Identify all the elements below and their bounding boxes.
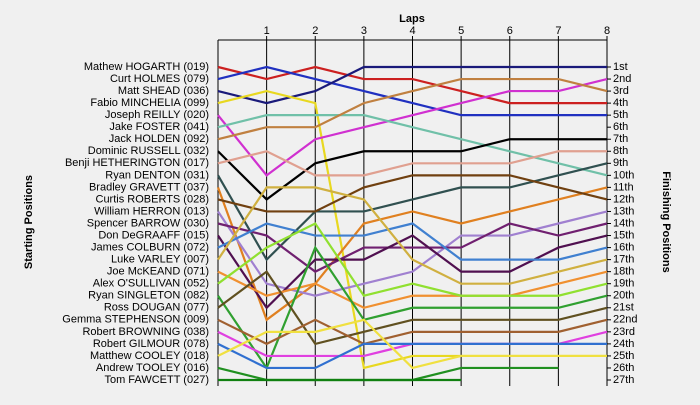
x-tick-label: 1 xyxy=(264,25,270,37)
finishing-label: 4th xyxy=(613,97,628,109)
x-tick-label: 4 xyxy=(409,25,415,37)
driver-line xyxy=(217,65,607,105)
finishing-label: 1st xyxy=(613,61,628,73)
starting-label: Gemma STEPHENSON (009) xyxy=(62,314,209,326)
starting-label: Ryan DENTON (031) xyxy=(105,169,209,181)
finishing-label: 25th xyxy=(613,350,634,362)
starting-label: Dominic RUSSELL (032) xyxy=(88,145,209,157)
finishing-label: 8th xyxy=(613,145,628,157)
finishing-label: 12th xyxy=(613,193,634,205)
finishing-label: 3rd xyxy=(613,85,629,97)
starting-label: Joseph REILLY (020) xyxy=(105,109,209,121)
finishing-label: 18th xyxy=(613,266,634,278)
finishing-label: 17th xyxy=(613,254,634,266)
finishing-label: 14th xyxy=(613,217,634,229)
x-tick-label: 2 xyxy=(312,25,318,37)
starting-label: Matthew COOLEY (018) xyxy=(90,350,209,362)
finishing-label: 15th xyxy=(613,229,634,241)
starting-label: Bradley GRAVETT (037) xyxy=(89,181,209,193)
finishing-label: 26th xyxy=(613,362,634,374)
driver-line xyxy=(217,342,607,370)
driver-line xyxy=(217,162,608,262)
starting-label: Mathew HOGARTH (019) xyxy=(84,61,209,73)
starting-label: Ross DOUGAN (077) xyxy=(104,302,209,314)
y-axis-label-left: Starting Positions xyxy=(23,175,35,269)
starting-label: Joe McKEAND (071) xyxy=(107,266,209,278)
starting-label: Andrew TOOLEY (016) xyxy=(96,362,209,374)
finishing-label: 23rd xyxy=(613,326,635,338)
finishing-label: 22nd xyxy=(613,314,637,326)
starting-label: William HERRON (013) xyxy=(94,205,209,217)
driver-line xyxy=(217,318,608,346)
driver-line xyxy=(217,65,607,117)
starting-label: Ryan SINGLETON (082) xyxy=(88,290,209,302)
driver-line xyxy=(217,270,608,346)
finishing-label: 20th xyxy=(613,290,634,302)
driver-line xyxy=(217,186,608,285)
driver-line xyxy=(217,174,608,213)
driver-line xyxy=(217,222,608,273)
finishing-label: 19th xyxy=(613,278,634,290)
starting-label: Luke VARLEY (007) xyxy=(111,254,209,266)
driver-line xyxy=(217,77,608,141)
finishing-label: 2nd xyxy=(613,73,631,85)
driver-line xyxy=(217,245,608,371)
driver-line xyxy=(217,270,608,309)
y-axis-label-right: Finishing Positions xyxy=(660,171,672,272)
finishing-label: 11th xyxy=(613,181,634,193)
finishing-label: 10th xyxy=(613,169,634,181)
finishing-label: 27th xyxy=(613,374,634,386)
finishing-label: 16th xyxy=(613,241,634,253)
finishing-label: 5th xyxy=(613,109,628,121)
x-tick-label: 6 xyxy=(507,25,513,37)
driver-line xyxy=(217,77,608,177)
chart-title: Laps xyxy=(399,13,425,25)
starting-label: James COLBURN (072) xyxy=(91,241,209,253)
driver-line xyxy=(217,150,607,177)
finishing-label: 9th xyxy=(613,157,628,169)
finishing-label: 21st xyxy=(613,302,634,314)
driver-line xyxy=(217,65,607,105)
starting-label: Alex O'SULLIVAN (052) xyxy=(93,278,209,290)
starting-label: Jake FOSTER (041) xyxy=(109,121,209,133)
starting-label: Robert BROWNING (038) xyxy=(82,326,209,338)
driver-line xyxy=(216,186,608,322)
driver-line xyxy=(217,222,608,261)
x-tick-label: 5 xyxy=(458,25,464,37)
starting-label: Curtis ROBERTS (028) xyxy=(96,193,210,205)
starting-label: Matt SHEAD (036) xyxy=(118,85,209,97)
starting-label: Jack HOLDEN (092) xyxy=(109,133,209,145)
x-tick-label: 7 xyxy=(555,25,561,37)
starting-label: Curt HOLMES (079) xyxy=(110,73,209,85)
finishing-label: 7th xyxy=(613,133,628,145)
finishing-label: 6th xyxy=(613,121,628,133)
driver-line xyxy=(217,210,608,297)
driver-line xyxy=(217,318,607,370)
starting-label: Don DeGRAAFF (015) xyxy=(98,229,209,241)
starting-label: Robert GILMOUR (078) xyxy=(93,338,209,350)
driver-line xyxy=(217,222,608,297)
starting-label: Spencer BARROW (030) xyxy=(87,217,209,229)
finishing-label: 24th xyxy=(613,338,634,350)
driver-line xyxy=(217,114,608,177)
x-tick-label: 8 xyxy=(604,25,610,37)
starting-label: Tom FAWCETT (027) xyxy=(104,374,209,386)
x-tick-label: 3 xyxy=(361,25,367,37)
starting-label: Benji HETHERINGTON (017) xyxy=(65,157,209,169)
driver-line xyxy=(217,366,559,382)
finishing-label: 13th xyxy=(613,205,634,217)
starting-label: Fabio MINCHELIA (099) xyxy=(90,97,209,109)
